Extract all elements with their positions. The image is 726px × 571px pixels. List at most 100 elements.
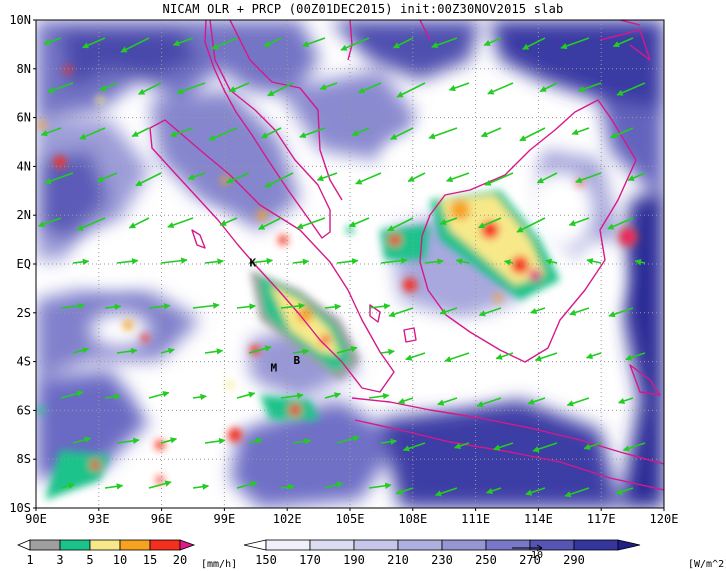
wind-vector (336, 346, 358, 354)
wind-vector (204, 437, 226, 445)
lon-label: 117E (587, 512, 616, 526)
wind-vector (148, 303, 171, 310)
precip-level-label: 20 (173, 553, 187, 567)
wind-vector (396, 82, 426, 98)
wind-vector (324, 303, 342, 311)
precip-bar-arrow-left (16, 539, 31, 551)
olr-level-label: 190 (343, 553, 365, 567)
wind-vector (236, 303, 256, 310)
wind-vector (219, 217, 238, 226)
wind-vector (72, 436, 92, 444)
lat-label: 8N (17, 62, 31, 76)
wind-vector (280, 302, 306, 310)
wind-vector (453, 442, 470, 450)
wind-vector (104, 483, 124, 490)
wind-vector (355, 172, 382, 185)
wind-vector (610, 127, 634, 139)
wind-vector (516, 217, 546, 233)
olr-level-label: 250 (475, 553, 497, 567)
olr-colorbar: 150 170 190 210 230 250 270 290 [W/m^2] 10 (243, 539, 726, 570)
wind-vector (104, 393, 122, 400)
precip-bar-segment (149, 539, 181, 551)
wind-vector (267, 82, 294, 97)
wind-vector (493, 442, 514, 451)
coastlines (149, 20, 664, 491)
precip-bar-segment (89, 539, 121, 551)
wind-vector (104, 303, 122, 311)
wind-vector (431, 37, 458, 49)
wind-vector (522, 37, 546, 50)
latitude-labels: 10N 8N 6N 4N 2N EQ 2S 4S 6S 8S 10S (9, 13, 36, 515)
wind-vector (439, 217, 458, 226)
wind-vector (560, 37, 590, 50)
olr-level-label: 210 (387, 553, 409, 567)
wind-vector (292, 258, 310, 266)
precip-unit: [mm/h] (201, 559, 237, 570)
wind-vector (280, 483, 295, 491)
precip-level-label: 15 (143, 553, 157, 567)
precip-level-label: 5 (86, 553, 93, 567)
wind-vector (192, 302, 220, 309)
wind-vector (138, 82, 162, 95)
lon-label: 93E (88, 512, 110, 526)
wind-vector (248, 437, 263, 445)
wind-vector (336, 435, 360, 444)
olr-level-label: 290 (563, 553, 585, 567)
coast-sumatra (149, 119, 395, 393)
wind-vector (187, 172, 206, 181)
lat-label: 10N (9, 13, 31, 27)
coast-east (599, 20, 651, 61)
wind-vector (128, 217, 150, 229)
wind-vector (444, 352, 470, 363)
lat-label: 8S (17, 452, 31, 466)
wind-vector (260, 127, 282, 139)
wind-vector (564, 487, 590, 498)
wind-vector (135, 172, 162, 187)
wind-vector (368, 392, 390, 400)
wind-vector (380, 348, 395, 356)
precip-bar-arrow-right (179, 539, 196, 551)
wind-vector (60, 302, 86, 310)
wind-vector (545, 258, 558, 265)
olr-level-label: 150 (255, 553, 277, 567)
wind-vector (380, 257, 408, 264)
wind-vector (445, 172, 470, 183)
wind-vector (455, 258, 470, 265)
coast-java (351, 397, 664, 491)
wind-vector (539, 82, 558, 93)
olr-bar-arrow-right (617, 539, 641, 551)
wind-vector (387, 217, 414, 232)
wind-vector (228, 82, 250, 93)
lon-label: 108E (398, 512, 427, 526)
wind-vector (167, 217, 194, 229)
coast-mainland-north (229, 20, 343, 201)
olr-bar-segment (309, 539, 355, 551)
wind-vector (585, 352, 602, 360)
coast-malay-peninsula (204, 20, 331, 239)
annotation-k: K (250, 256, 257, 269)
wind-vector (434, 487, 458, 497)
lon-label: 105E (336, 512, 365, 526)
wind-vector (571, 127, 590, 136)
lat-label: 6N (17, 111, 31, 125)
olr-bar-arrow-left (243, 539, 267, 551)
wind-vector (60, 390, 84, 399)
lat-label: 2N (17, 208, 31, 222)
wind-vector (226, 172, 250, 184)
wind-vector (407, 172, 426, 183)
wind-vector (148, 480, 172, 489)
wind-vector (160, 437, 178, 444)
precip-level-label: 10 (113, 553, 127, 567)
wind-vector (324, 392, 342, 399)
wind-vector (634, 258, 646, 266)
olr-bar-segment (573, 539, 619, 551)
wind-vector (264, 172, 294, 188)
wind-vector (204, 348, 224, 355)
wind-vector (395, 487, 414, 495)
olr-unit: [W/m^2] (688, 559, 726, 570)
wind-vector (525, 487, 546, 496)
wind-vector (476, 397, 502, 408)
wind-vector (72, 347, 90, 354)
wind-vector (485, 487, 502, 495)
wind-vector (319, 82, 338, 91)
